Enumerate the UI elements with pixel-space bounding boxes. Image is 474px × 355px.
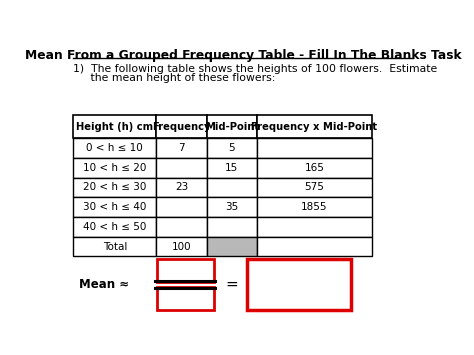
Bar (207, 138, 257, 158)
Bar (156, 158, 207, 178)
Text: Mean ≈: Mean ≈ (80, 278, 129, 291)
Text: Frequency x Mid-Point: Frequency x Mid-Point (252, 122, 378, 132)
Text: Mid-Point: Mid-Point (205, 122, 259, 132)
Text: 20 < h ≤ 30: 20 < h ≤ 30 (83, 182, 146, 192)
Text: 5: 5 (228, 143, 235, 153)
Bar (156, 287, 213, 310)
Bar (156, 115, 207, 138)
Text: 165: 165 (305, 163, 325, 173)
Bar (73, 197, 156, 217)
Bar (257, 178, 372, 197)
Text: 30 < h ≤ 40: 30 < h ≤ 40 (83, 202, 146, 212)
Text: 23: 23 (175, 182, 188, 192)
Text: 40 < h ≤ 50: 40 < h ≤ 50 (83, 222, 146, 232)
Text: 100: 100 (172, 241, 191, 252)
Bar (207, 115, 257, 138)
Bar (73, 237, 156, 256)
Bar (156, 197, 207, 217)
Bar (207, 237, 257, 256)
Text: the mean height of these flowers:: the mean height of these flowers: (73, 73, 275, 83)
Bar (207, 178, 257, 197)
Bar (257, 138, 372, 158)
Text: 35: 35 (225, 202, 238, 212)
Bar (257, 115, 372, 138)
Bar (257, 197, 372, 217)
Bar (207, 158, 257, 178)
Bar (156, 178, 207, 197)
Bar (156, 217, 207, 237)
Bar (73, 115, 156, 138)
Bar (246, 259, 351, 310)
Bar (73, 158, 156, 178)
Text: 1855: 1855 (301, 202, 328, 212)
Bar (73, 138, 156, 158)
Text: 1)  The following table shows the heights of 100 flowers.  Estimate: 1) The following table shows the heights… (73, 65, 438, 75)
Text: Total: Total (102, 241, 127, 252)
Text: 15: 15 (225, 163, 238, 173)
Text: Height (h) cm: Height (h) cm (76, 122, 154, 132)
Text: =: = (226, 277, 238, 292)
Bar (73, 217, 156, 237)
Text: 7: 7 (178, 143, 185, 153)
Bar (257, 237, 372, 256)
Bar (156, 237, 207, 256)
Bar (73, 178, 156, 197)
Text: Mean From a Grouped Frequency Table - Fill In The Blanks Task: Mean From a Grouped Frequency Table - Fi… (25, 49, 461, 62)
Bar (207, 217, 257, 237)
Text: 575: 575 (305, 182, 325, 192)
Text: 0 < h ≤ 10: 0 < h ≤ 10 (86, 143, 143, 153)
Bar (156, 260, 213, 282)
Text: Frequency: Frequency (152, 122, 211, 132)
Bar (207, 197, 257, 217)
Bar (257, 217, 372, 237)
Bar (156, 138, 207, 158)
Text: 10 < h ≤ 20: 10 < h ≤ 20 (83, 163, 146, 173)
Bar (257, 158, 372, 178)
